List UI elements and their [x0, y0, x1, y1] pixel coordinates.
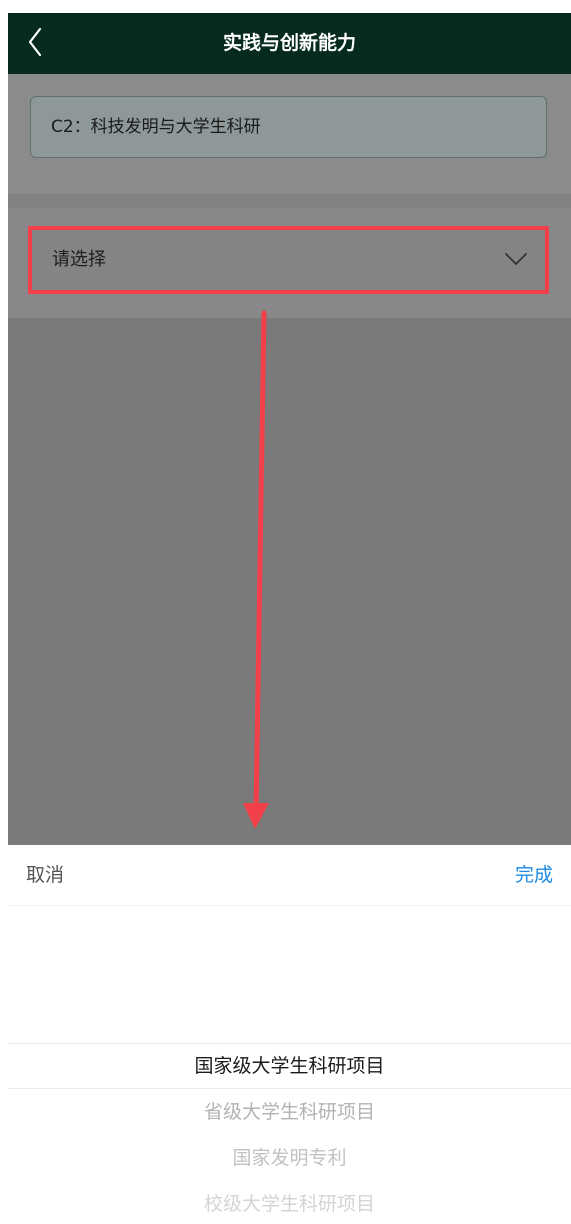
- done-button[interactable]: 完成: [514, 864, 553, 886]
- annotation-arrow: [243, 310, 269, 829]
- picker-sheet: 取消 完成 国家级大学生科研项目 省级大学生科研项目 国家发明专利 校级大学生科…: [8, 845, 571, 1224]
- page-title: 实践与创新能力: [222, 32, 356, 54]
- app-screen: 实践与创新能力 C2：科技发明与大学生科研 请选择 取消 完成 国家级大学生科研…: [8, 13, 571, 1224]
- chevron-down-icon: [505, 253, 527, 265]
- category-value: C2：科技发明与大学生科研: [51, 117, 261, 137]
- item-select-dropdown[interactable]: 请选择: [28, 226, 549, 294]
- cancel-button[interactable]: 取消: [26, 864, 65, 886]
- picker-selection-indicator: [8, 1043, 571, 1089]
- chevron-left-icon: [28, 27, 42, 57]
- picker-toolbar: 取消 完成: [8, 845, 571, 906]
- section-divider: [8, 194, 571, 208]
- select-section: 请选择: [8, 208, 571, 318]
- category-section: C2：科技发明与大学生科研: [8, 74, 571, 194]
- back-button[interactable]: [22, 25, 52, 59]
- select-placeholder: 请选择: [52, 249, 106, 270]
- picker-option[interactable]: 省级大学生科研项目: [203, 1101, 375, 1123]
- picker-option[interactable]: 校级大学生科研项目: [203, 1193, 375, 1215]
- top-nav-bar: 实践与创新能力: [8, 13, 571, 74]
- picker-option[interactable]: 国家发明专利: [232, 1147, 347, 1169]
- category-field: C2：科技发明与大学生科研: [30, 96, 547, 158]
- picker-wheel[interactable]: 国家级大学生科研项目 省级大学生科研项目 国家发明专利 校级大学生科研项目: [8, 906, 571, 1224]
- picker-option[interactable]: 国家级大学生科研项目: [194, 1055, 385, 1077]
